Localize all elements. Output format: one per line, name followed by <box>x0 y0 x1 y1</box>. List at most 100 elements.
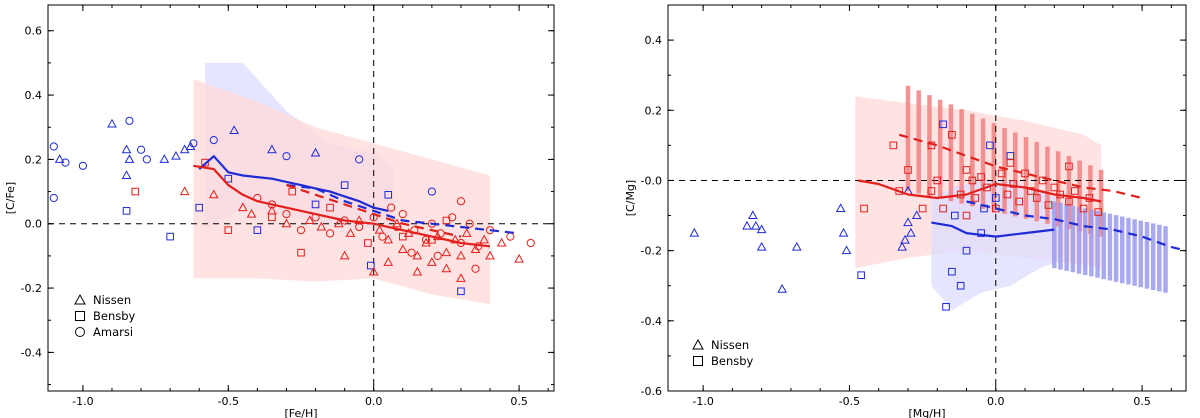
triangle-point <box>171 150 181 160</box>
circle-point <box>378 232 387 241</box>
circle-point <box>433 251 442 260</box>
triangle-point <box>345 228 356 237</box>
square-point <box>933 176 942 185</box>
y-tick-label: 0.6 <box>25 25 43 38</box>
triangle-point <box>461 228 472 237</box>
circle-point <box>427 187 436 196</box>
square-point <box>288 187 297 196</box>
square-point <box>131 187 140 196</box>
x-axis: -1.0 -0.5 0.0 0.5 <box>72 5 549 408</box>
circle-point <box>325 229 335 238</box>
circle-point <box>142 155 151 164</box>
triangle-point <box>791 241 802 251</box>
square-point <box>1094 208 1103 216</box>
square-point <box>986 141 994 150</box>
triangle-point <box>267 144 277 154</box>
legend-label: Nissen <box>93 293 131 307</box>
circle-point <box>282 152 291 161</box>
y-axis-label: [C/Fe] <box>4 182 17 214</box>
square-point <box>962 246 971 255</box>
triangle-point <box>456 250 466 260</box>
square-point <box>997 169 1006 178</box>
triangle-point <box>897 241 907 251</box>
y-tick-label: -0.0 <box>641 174 662 187</box>
legend: Nissen Bensby <box>692 338 754 368</box>
square-point <box>971 194 980 202</box>
triangle-point <box>742 220 752 230</box>
axes-frame <box>667 4 1187 392</box>
circle-point <box>49 142 58 151</box>
triangle-point <box>185 141 196 151</box>
triangle-point <box>903 217 913 227</box>
y-tick-label: -0.2 <box>21 282 42 295</box>
legend-square-icon <box>693 356 703 366</box>
triangle-point <box>756 241 767 251</box>
square-point <box>977 173 985 181</box>
triangle-point <box>456 273 466 282</box>
circle-point <box>398 209 407 219</box>
plot-area <box>668 5 1186 391</box>
plot-area <box>48 5 554 391</box>
triangle-point <box>333 218 344 228</box>
triangle-point <box>368 266 379 276</box>
square-point <box>1050 183 1059 192</box>
triangle-point <box>179 186 190 196</box>
y-tick-label: -0.4 <box>21 346 42 359</box>
square-point <box>860 204 868 213</box>
square-point <box>1015 197 1023 206</box>
circle-point <box>78 161 87 170</box>
square-point <box>201 158 209 167</box>
triangle-point <box>514 253 524 263</box>
square-point <box>1044 201 1053 209</box>
circle-point <box>456 197 466 206</box>
square-point <box>311 200 320 209</box>
square-point <box>366 261 375 270</box>
triangle-point <box>485 250 495 260</box>
blue-dashed-line <box>966 200 1186 252</box>
red-dashed-line <box>898 133 1143 200</box>
x-axis: -1.0 -0.5 0.0 0.5 <box>692 5 1172 408</box>
y-tick-label: -0.4 <box>641 315 662 328</box>
left-panel: -1.0 -0.5 0.0 0.5 -0.4 -0.2 0.0 0.2 0.4 0.6 [Fe/H]… <box>4 4 555 418</box>
x-tick-label: -0.5 <box>218 395 239 408</box>
square-point <box>1079 204 1088 213</box>
square-point <box>962 211 971 220</box>
triangle-point <box>496 237 507 247</box>
triangle-point <box>267 205 277 215</box>
square-point <box>956 281 965 290</box>
legend-label: Bensby <box>93 309 136 323</box>
axes-frame <box>47 4 555 392</box>
x-tick-label: -0.5 <box>839 395 860 408</box>
triangle-point <box>838 227 849 237</box>
x-tick-label: 0.0 <box>987 395 1005 408</box>
y-tick-label: -0.2 <box>641 245 662 258</box>
y-axis-label: [C/Mg] <box>624 180 637 216</box>
blue-solid-line <box>931 221 1055 238</box>
circle-point <box>465 219 474 228</box>
red-hatch-band <box>905 85 1104 237</box>
x-axis-label: [Mg/H] <box>908 407 945 418</box>
y-axis: -0.4 -0.2 0.0 0.2 0.4 0.6 <box>21 25 554 386</box>
triangle-point <box>159 154 170 163</box>
x-tick-label: 0.0 <box>365 395 383 408</box>
red-dashed-line <box>286 184 462 238</box>
square-point <box>977 229 985 237</box>
circle-point <box>125 116 134 125</box>
square-point <box>195 203 204 212</box>
square-point <box>297 248 305 257</box>
triangle-point <box>246 208 257 218</box>
square-point <box>122 207 131 215</box>
blue-dashed-line <box>286 184 520 235</box>
square-point <box>1038 176 1047 185</box>
circle-point <box>189 139 198 148</box>
circle-point <box>506 232 515 241</box>
triangle-point <box>432 231 443 241</box>
triangle-point <box>841 245 852 255</box>
square-point <box>1003 190 1012 199</box>
square-point <box>904 166 912 174</box>
circle-point <box>387 203 396 212</box>
square-point <box>1065 162 1073 171</box>
square-point <box>962 166 971 174</box>
square-point <box>991 194 1000 202</box>
square-point <box>939 120 947 129</box>
